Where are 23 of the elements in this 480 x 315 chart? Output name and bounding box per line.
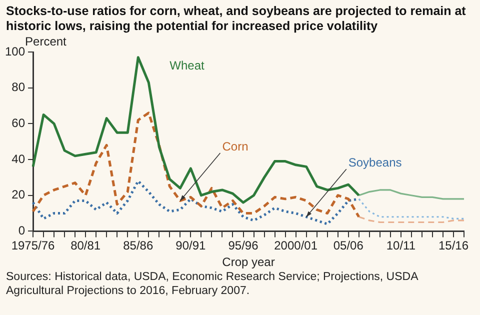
text: Soybeans <box>348 155 402 170</box>
x-tick-label: 2000/01 <box>274 238 318 253</box>
y-tick-label: 80 <box>12 80 26 94</box>
x-tick-label: 85/86 <box>123 238 154 253</box>
y-axis-title: Percent <box>25 34 68 48</box>
line-series <box>358 198 465 220</box>
text: Corn <box>222 139 248 154</box>
y-tick-label: 20 <box>12 188 26 202</box>
source-note: Sources: Historical data, USDA, Economic Research Service; Projections, USDA Agricultural Projections to 2016, February 2007. <box>5 270 420 298</box>
x-tick-label: 95/96 <box>228 238 259 253</box>
series-label: Wheat <box>170 58 206 73</box>
y-tick-label: 0 <box>18 224 26 238</box>
x-tick-label: 05/06 <box>333 238 364 253</box>
y-tick-label: 100 <box>4 44 26 58</box>
x-axis-title: Crop year <box>222 255 275 270</box>
x-tick-label: 15/16 <box>438 238 469 253</box>
x-tick-label: 90/91 <box>176 238 206 253</box>
x-tick-label: 1975/76 <box>11 238 56 253</box>
y-tick-label: 60 <box>12 116 26 130</box>
chart-title: Stocks-to-use ratios for corn, wheat, and soybeans are projected to remain at historic lows, raising the potential for increased price volatility <box>5 3 467 34</box>
x-tick-label: 80/81 <box>70 238 101 253</box>
x-tick-label: 10/11 <box>386 238 416 253</box>
y-tick-label: 40 <box>12 152 26 166</box>
